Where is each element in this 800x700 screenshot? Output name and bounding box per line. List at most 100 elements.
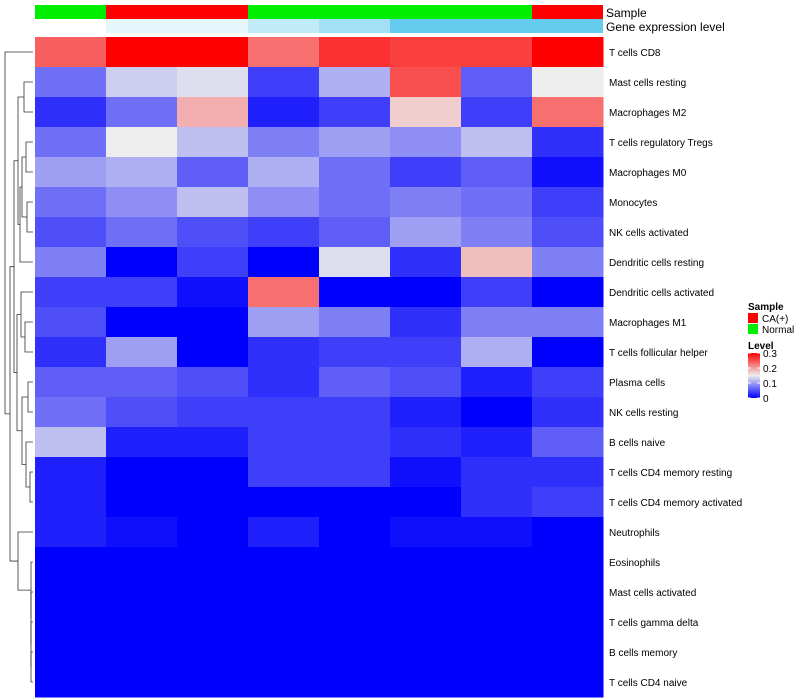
heatmap-cell (248, 127, 320, 158)
heatmap-cell (390, 637, 462, 668)
legend: Sample CA(+)Normal Level 0.3 0.2 0.1 0 (748, 302, 794, 405)
heatmap-cell (532, 67, 604, 98)
row-label: B cells memory (609, 648, 677, 659)
heatmap-cell (106, 247, 178, 278)
heatmap-cell (461, 97, 533, 128)
row-label: B cells naive (609, 438, 666, 449)
heatmap-cell (177, 457, 249, 488)
sample-annotation-cell (35, 5, 106, 19)
heatmap-cell (248, 247, 320, 278)
row-label: Dendritic cells activated (609, 288, 714, 299)
heatmap-cell (390, 667, 462, 698)
heatmap-cell (532, 337, 604, 368)
sample-annotation-cell (532, 5, 603, 19)
heatmap-cell (106, 487, 178, 518)
heatmap-cell (106, 337, 178, 368)
heatmap-cell (461, 307, 533, 338)
heatmap-cell (177, 397, 249, 428)
heatmap-cell (532, 397, 604, 428)
heatmap-cell (248, 337, 320, 368)
heatmap-cell (390, 457, 462, 488)
heatmap-cell (319, 337, 391, 368)
heatmap-cell (532, 97, 604, 128)
sample-annotation-label: Sample (606, 6, 647, 20)
heatmap-cell (390, 307, 462, 338)
heatmap-cell (106, 547, 178, 578)
heatmap-cell (461, 517, 533, 548)
heatmap-cell (106, 67, 178, 98)
heatmap-cell (106, 217, 178, 248)
heatmap-cell (177, 367, 249, 398)
heatmap-cell (532, 577, 604, 608)
heatmap-cell (177, 547, 249, 578)
heatmap-cell (390, 187, 462, 218)
heatmap-cell (461, 217, 533, 248)
sample-annotation-cell (248, 5, 319, 19)
heatmap-cell (106, 127, 178, 158)
dendrogram-branch (21, 396, 28, 465)
heatmap-cell (248, 37, 320, 68)
heatmap-cell (177, 337, 249, 368)
heatmap-cell (319, 457, 391, 488)
heatmap-cell (461, 157, 533, 188)
heatmap-cell (319, 637, 391, 668)
heatmap-cell (532, 427, 604, 458)
heatmap-cell (461, 457, 533, 488)
heatmap-cell (177, 97, 249, 128)
heatmap-cell (390, 577, 462, 608)
heatmap-cell (390, 277, 462, 308)
heatmap-cell (390, 67, 462, 98)
heatmap-cell (35, 427, 107, 458)
heatmap-cell (390, 217, 462, 248)
heatmap-cell (461, 277, 533, 308)
heatmap-cell (319, 247, 391, 278)
sample-annotation-cell (461, 5, 532, 19)
sample-annotation-cell (177, 5, 248, 19)
heatmap-cell (532, 127, 604, 158)
heatmap-cell (390, 547, 462, 578)
heatmap-cell (177, 127, 249, 158)
heatmap-cell (177, 247, 249, 278)
heatmap-cell (319, 217, 391, 248)
heatmap-cell (177, 37, 249, 68)
row-dendrogram (4, 51, 33, 683)
heatmap-cell (461, 397, 533, 428)
legend-level-label: 0.1 (763, 379, 777, 390)
row-label: T cells CD4 memory activated (609, 498, 742, 509)
heatmap-cell (319, 577, 391, 608)
row-label: Neutrophils (609, 528, 660, 539)
dendrogram-branch (4, 51, 33, 415)
heatmap-cell (390, 157, 462, 188)
heatmap-cell (106, 607, 178, 638)
heatmap-cell (390, 97, 462, 128)
heatmap-cell (248, 577, 320, 608)
heatmap-cell (532, 637, 604, 668)
heatmap-cell (248, 277, 320, 308)
heatmap-cell (390, 607, 462, 638)
legend-level-label: 0.3 (763, 349, 777, 360)
heatmap-cell (248, 667, 320, 698)
heatmap-cell (35, 337, 107, 368)
heatmap-cell (390, 367, 462, 398)
heatmap-cell (461, 427, 533, 458)
expression-annotation-cell (532, 19, 603, 33)
heatmap-cell (390, 427, 462, 458)
heatmap-cell (319, 127, 391, 158)
heatmap-cell (177, 67, 249, 98)
heatmap-cell (319, 277, 391, 308)
row-label: Eosinophils (609, 558, 660, 569)
heatmap-cell (106, 457, 178, 488)
heatmap-cell (248, 367, 320, 398)
row-label: T cells follicular helper (609, 348, 708, 359)
legend-sample-label: Normal (762, 325, 794, 336)
legend-sample-swatch (748, 313, 758, 323)
heatmap-cell (461, 637, 533, 668)
heatmap-cell (319, 67, 391, 98)
legend-level-title: Level (748, 341, 774, 352)
expression-annotation-cell (461, 19, 532, 33)
heatmap-cell (248, 97, 320, 128)
heatmap-cell (461, 667, 533, 698)
heatmap-cell (390, 127, 462, 158)
expression-annotation-cell (390, 19, 461, 33)
heatmap-cell (35, 217, 107, 248)
